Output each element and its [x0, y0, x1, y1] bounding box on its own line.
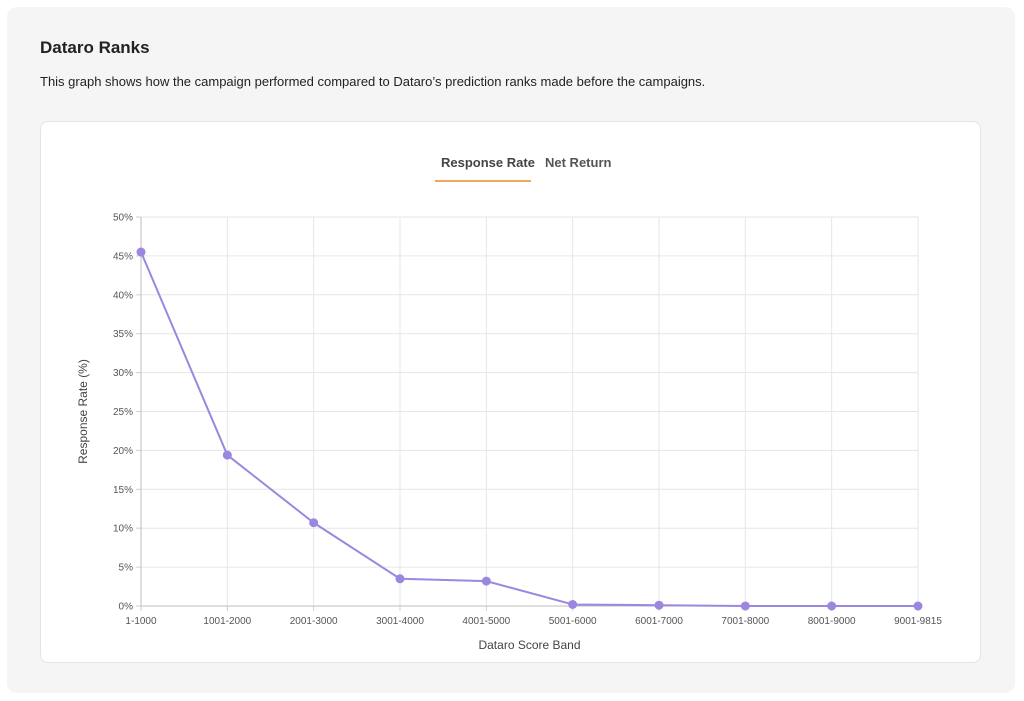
- x-tick-label: 2001-3000: [290, 616, 338, 627]
- y-tick-label: 35%: [113, 329, 133, 340]
- series-line: [140, 251, 918, 607]
- x-tick-label: 6001-7000: [635, 616, 683, 627]
- x-tick-label: 5001-6000: [549, 616, 597, 627]
- tab-response-rate[interactable]: Response Rate: [435, 154, 535, 182]
- x-tick-label: 9001-9815: [894, 616, 942, 627]
- x-tick-label: 4001-5000: [462, 616, 510, 627]
- y-tick-label: 40%: [113, 290, 133, 301]
- data-point: [568, 599, 578, 609]
- y-tick-label: 15%: [113, 485, 133, 496]
- x-tick-label: 8001-9000: [808, 616, 856, 627]
- data-point: [740, 601, 750, 611]
- y-axis-title: Response Rate (%): [76, 359, 90, 464]
- response-rate-chart: 0% 5% 10% 15% 20% 25% 30% 35% 40% 45% 50% 1-1000 100…: [76, 213, 942, 653]
- x-tick-label: 3001-4000: [376, 616, 424, 627]
- y-tick-label: 25%: [113, 407, 133, 418]
- page-title: Dataro Ranks: [40, 38, 150, 57]
- x-tick-label: 7001-8000: [721, 616, 769, 627]
- data-point: [136, 247, 146, 257]
- y-tick-label: 30%: [113, 368, 133, 379]
- x-tick-label: 1001-2000: [203, 616, 251, 627]
- data-point: [654, 600, 664, 610]
- data-point: [481, 576, 491, 586]
- y-tick-label: 20%: [113, 446, 133, 457]
- tab-net-return[interactable]: Net Return: [545, 155, 612, 170]
- data-point: [913, 601, 923, 611]
- page-description: This graph shows how the campaign perfor…: [40, 74, 706, 89]
- data-point: [309, 518, 319, 528]
- ranks-panel: Dataro Ranks This graph shows how the ca…: [7, 7, 1015, 693]
- x-tick-label: 1-1000: [125, 616, 157, 627]
- x-axis-title: Dataro Score Band: [478, 638, 580, 652]
- chart-card: Response Rate Net Return 0% 5% 10% 15% 20% 25…: [40, 121, 981, 663]
- data-point: [222, 450, 232, 460]
- y-tick-label: 10%: [113, 524, 133, 535]
- data-point: [827, 601, 837, 611]
- data-point: [395, 574, 405, 584]
- y-tick-label: 0%: [119, 602, 134, 613]
- y-tick-label: 50%: [113, 213, 133, 224]
- y-tick-label: 5%: [119, 563, 134, 574]
- y-tick-label: 45%: [113, 251, 133, 262]
